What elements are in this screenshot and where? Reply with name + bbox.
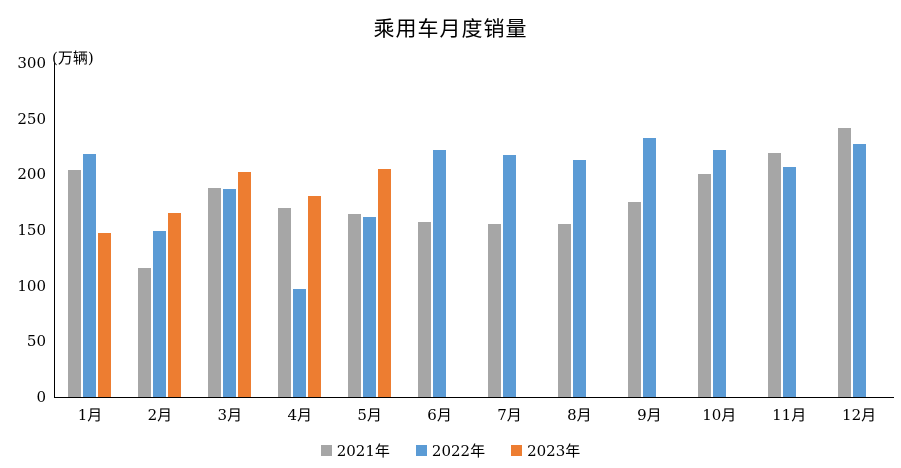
bar-2023年-1月 (98, 233, 112, 397)
x-axis-label-8月: 8月 (567, 406, 592, 424)
bar-2022年-3月 (223, 188, 237, 397)
x-axis-label-7月: 7月 (497, 406, 522, 424)
bar-2021年-12月 (837, 127, 851, 397)
y-axis-tick-label: 300 (17, 54, 46, 72)
bar-group-2月 (125, 63, 195, 397)
x-axis-label-3月: 3月 (217, 406, 243, 424)
x-axis-label-2月: 2月 (147, 406, 173, 424)
bar-2023年-4月 (308, 195, 322, 397)
bar-2021年-3月 (208, 187, 222, 397)
bar-2021年-6月 (418, 222, 432, 397)
bar-group-1月 (55, 63, 125, 397)
x-axis-label-11月: 11月 (772, 406, 807, 424)
x-axis-label-10月: 10月 (702, 406, 737, 424)
legend-label: 2022年 (431, 442, 486, 460)
bar-2022年-2月 (153, 231, 167, 397)
bar-2023年-2月 (168, 213, 182, 397)
bar-2021年-2月 (138, 267, 152, 397)
y-axis-tick-label: 150 (17, 221, 46, 239)
x-axis-label-9月: 9月 (637, 406, 662, 424)
bar-2021年-9月 (627, 202, 641, 397)
y-axis-tick-label: 200 (17, 165, 46, 184)
y-axis-unit-label: (万辆) (52, 49, 94, 67)
bar-2022年-8月 (572, 159, 586, 397)
legend-item-2021年: 2021年 (320, 440, 390, 461)
bar-group-11月 (754, 63, 824, 397)
legend-label: 2021年 (336, 442, 390, 460)
chart-title: 乘用车月度销量 (373, 17, 528, 41)
bar-2021年-8月 (557, 224, 571, 397)
y-axis-tick-label: 50 (26, 332, 46, 351)
bar-2022年-10月 (712, 149, 726, 397)
x-axis-labels: 1月 2月 3月 4月 5月 6月 7月 8月 9月 10月 11月 12月 (55, 404, 894, 425)
x-axis-label-6月: 6月 (427, 406, 452, 424)
bar-2022年-7月 (502, 155, 516, 397)
bar-group-4月 (265, 63, 335, 397)
bar-2022年-5月 (363, 216, 377, 397)
bar-2022年-12月 (852, 144, 866, 397)
plot-area: 0 50 100 150 200 250 300 1月 2月 3月 4月 5月 6月 7月 8月 9月 10月… (17, 54, 894, 424)
bar-2022年-6月 (433, 149, 447, 397)
legend-label: 2023年 (527, 442, 581, 460)
bar-group-5月 (335, 63, 405, 397)
bar-group-6月 (405, 63, 475, 397)
x-axis-label-5月: 5月 (357, 406, 382, 424)
y-axis-tick-label: 0 (36, 388, 46, 406)
bar-group-10月 (684, 63, 754, 397)
legend-swatch-icon (511, 445, 523, 456)
bar-group-7月 (475, 63, 545, 397)
bar-2022年-11月 (782, 166, 796, 397)
bar-2021年-4月 (278, 207, 292, 397)
bar-2021年-11月 (767, 153, 781, 397)
bar-2021年-5月 (348, 214, 362, 397)
legend-swatch-icon (415, 445, 427, 456)
bar-group-12月 (824, 63, 894, 397)
bar-2022年-1月 (83, 154, 97, 397)
y-axis-tick-label: 100 (17, 276, 46, 295)
legend-swatch-icon (320, 445, 332, 456)
bar-group-3月 (195, 63, 265, 397)
bar-group-8月 (544, 63, 614, 397)
bar-2023年-3月 (238, 172, 252, 397)
bar-2021年-10月 (697, 174, 711, 397)
bar-2022年-4月 (293, 289, 307, 397)
legend-item-2022年: 2022年 (415, 440, 486, 461)
legend-item-2023年: 2023年 (511, 440, 580, 461)
legend: 2021年 2022年 2023年 (0, 440, 901, 461)
bar-2021年-1月 (68, 169, 82, 397)
bar-2023年-5月 (378, 168, 392, 397)
y-axis-tick-label: 250 (17, 109, 46, 128)
x-axis-label-12月: 12月 (842, 406, 877, 424)
x-axis-label-1月: 1月 (77, 406, 103, 424)
bar-2021年-7月 (487, 224, 501, 397)
bar-2022年-9月 (642, 137, 656, 397)
x-axis-label-4月: 4月 (287, 406, 312, 424)
bars-area (55, 63, 894, 397)
bar-group-9月 (614, 63, 684, 397)
